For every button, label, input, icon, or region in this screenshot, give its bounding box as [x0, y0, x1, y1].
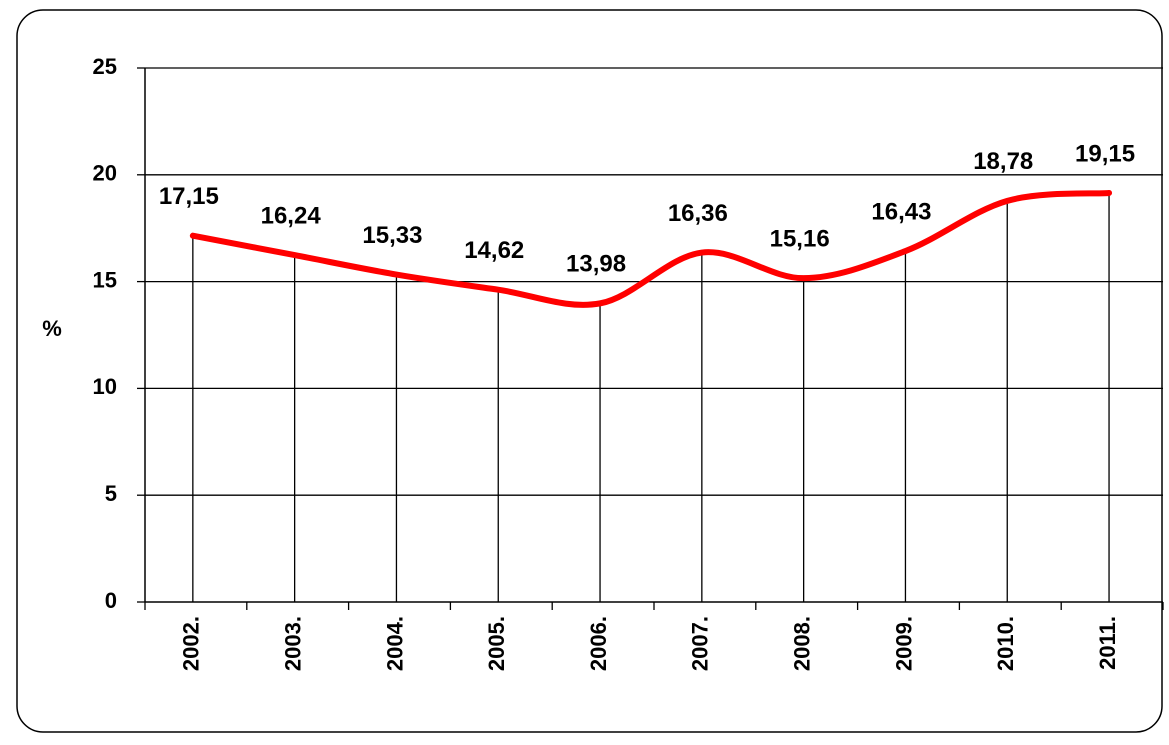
data-label: 19,15: [1075, 140, 1135, 167]
data-label: 16,36: [668, 200, 728, 227]
x-tick-label: 2011.: [1095, 616, 1120, 670]
y-tick-label: 10: [93, 374, 117, 399]
data-label: 15,33: [362, 222, 422, 249]
x-tick-label: 2008.: [789, 616, 814, 671]
x-tick-label: 2005.: [484, 616, 509, 671]
x-tick-label: 2004.: [382, 616, 407, 671]
y-tick-label: 20: [93, 161, 117, 186]
data-label: 18,78: [973, 148, 1033, 175]
y-tick-label: 5: [105, 481, 117, 506]
x-tick-label: 2010.: [993, 616, 1018, 671]
y-tick-label: 0: [105, 588, 117, 613]
chart-frame: [16, 9, 1163, 733]
data-line: [189, 189, 1113, 308]
x-tick-label: 2007.: [688, 616, 713, 671]
data-label: 14,62: [464, 237, 524, 264]
x-tick-label: 2006.: [586, 616, 611, 671]
y-axis-label: %: [42, 316, 62, 341]
data-label: 16,43: [871, 198, 931, 225]
data-label: 13,98: [566, 251, 626, 278]
data-label: 15,16: [770, 226, 830, 253]
x-tick-label: 2009.: [891, 616, 916, 671]
data-label: 17,15: [159, 183, 219, 210]
y-tick-label: 15: [93, 267, 117, 292]
data-label: 16,24: [261, 202, 322, 229]
x-tick-label: 2003.: [280, 616, 305, 671]
x-tick-label: 2002.: [179, 616, 204, 671]
y-tick-label: 25: [93, 54, 117, 79]
